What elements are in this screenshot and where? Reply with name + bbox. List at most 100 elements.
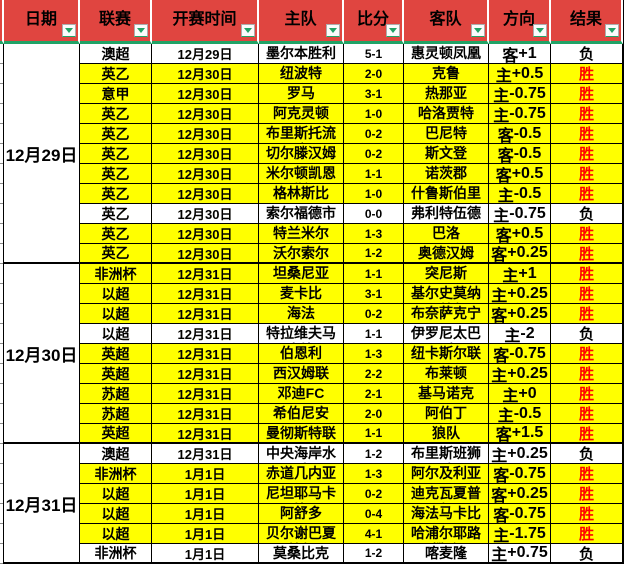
column-header-league[interactable]: 联赛 <box>80 0 152 44</box>
cell-direction[interactable]: 主 +0.25 <box>489 444 551 464</box>
cell-score[interactable]: 1-0 <box>344 184 404 204</box>
cell-away-team[interactable]: 狼队 <box>404 424 489 444</box>
cell-home-team[interactable]: 西汉姆联 <box>259 364 344 384</box>
cell-score[interactable]: 3-1 <box>344 84 404 104</box>
column-header-date[interactable]: 日期 <box>4 0 80 44</box>
cell-score[interactable]: 0-2 <box>344 144 404 164</box>
cell-league[interactable]: 非洲杯 <box>80 544 152 564</box>
cell-score[interactable]: 1-1 <box>344 324 404 344</box>
cell-score[interactable]: 1-3 <box>344 224 404 244</box>
filter-dropdown-away-team[interactable] <box>471 24 485 37</box>
cell-result[interactable]: 胜 <box>551 84 623 104</box>
filter-dropdown-direction[interactable] <box>533 24 547 37</box>
cell-result[interactable]: 胜 <box>551 484 623 504</box>
cell-direction[interactable]: 主 -0.5 <box>489 184 551 204</box>
cell-score[interactable]: 0-2 <box>344 304 404 324</box>
cell-away-team[interactable]: 突尼斯 <box>404 264 489 284</box>
cell-away-team[interactable]: 基尔史莫纳夏普尔 <box>404 284 489 304</box>
cell-kickoff-time[interactable]: 12月31日 <box>152 424 259 444</box>
cell-home-team[interactable]: 中央海岸水手 <box>259 444 344 464</box>
filter-dropdown-home-team[interactable] <box>326 24 340 37</box>
filter-dropdown-score[interactable] <box>386 24 400 37</box>
cell-score[interactable]: 1-1 <box>344 264 404 284</box>
cell-league[interactable]: 英乙 <box>80 224 152 244</box>
cell-direction[interactable]: 主 +0.25 <box>489 284 551 304</box>
cell-away-team[interactable]: 热那亚 <box>404 84 489 104</box>
cell-direction[interactable]: 客 -0.5 <box>489 144 551 164</box>
cell-kickoff-time[interactable]: 1月1日 <box>152 464 259 484</box>
date-group-cell[interactable]: 12月29日 <box>4 44 80 264</box>
cell-away-team[interactable]: 哈浦尔耶路撒冷 <box>404 524 489 544</box>
cell-kickoff-time[interactable]: 12月31日 <box>152 324 259 344</box>
cell-home-team[interactable]: 邓迪FC <box>259 384 344 404</box>
cell-result[interactable]: 胜 <box>551 64 623 84</box>
cell-kickoff-time[interactable]: 12月30日 <box>152 64 259 84</box>
cell-result[interactable]: 胜 <box>551 224 623 244</box>
cell-result[interactable]: 负 <box>551 444 623 464</box>
cell-home-team[interactable]: 墨尔本胜利 <box>259 44 344 64</box>
cell-home-team[interactable]: 罗马 <box>259 84 344 104</box>
cell-result[interactable]: 胜 <box>551 104 623 124</box>
cell-home-team[interactable]: 海法 <box>259 304 344 324</box>
column-header-score[interactable]: 比分 <box>344 0 404 44</box>
cell-kickoff-time[interactable]: 12月31日 <box>152 444 259 464</box>
cell-home-team[interactable]: 纽波特 <box>259 64 344 84</box>
cell-kickoff-time[interactable]: 12月30日 <box>152 204 259 224</box>
cell-league[interactable]: 以超 <box>80 504 152 524</box>
cell-direction[interactable]: 客 +0.25 <box>489 244 551 264</box>
cell-league[interactable]: 英乙 <box>80 184 152 204</box>
column-header-kickoff-time[interactable]: 开赛时间 <box>152 0 259 44</box>
cell-league[interactable]: 意甲 <box>80 84 152 104</box>
cell-result[interactable]: 胜 <box>551 184 623 204</box>
cell-direction[interactable]: 主 -0.5 <box>489 404 551 424</box>
cell-kickoff-time[interactable]: 12月31日 <box>152 264 259 284</box>
cell-league[interactable]: 苏超 <box>80 384 152 404</box>
cell-home-team[interactable]: 沃尔索尔 <box>259 244 344 264</box>
cell-direction[interactable]: 主 -2 <box>489 324 551 344</box>
column-header-home-team[interactable]: 主队 <box>259 0 344 44</box>
cell-kickoff-time[interactable]: 12月30日 <box>152 124 259 144</box>
cell-kickoff-time[interactable]: 1月1日 <box>152 484 259 504</box>
cell-result[interactable]: 胜 <box>551 364 623 384</box>
cell-kickoff-time[interactable]: 12月31日 <box>152 384 259 404</box>
cell-kickoff-time[interactable]: 12月30日 <box>152 84 259 104</box>
cell-league[interactable]: 非洲杯 <box>80 464 152 484</box>
cell-kickoff-time[interactable]: 12月31日 <box>152 344 259 364</box>
cell-result[interactable]: 胜 <box>551 144 623 164</box>
cell-league[interactable]: 英超 <box>80 424 152 444</box>
cell-home-team[interactable]: 坦桑尼亚 <box>259 264 344 284</box>
cell-direction[interactable]: 主 -0.75 <box>489 84 551 104</box>
cell-home-team[interactable]: 格林斯比 <box>259 184 344 204</box>
cell-direction[interactable]: 主 +0.25 <box>489 364 551 384</box>
cell-home-team[interactable]: 莫桑比克 <box>259 544 344 564</box>
cell-home-team[interactable]: 伯恩利 <box>259 344 344 364</box>
cell-league[interactable]: 英乙 <box>80 204 152 224</box>
cell-direction[interactable]: 主 +0.75 <box>489 544 551 564</box>
cell-kickoff-time[interactable]: 12月29日 <box>152 44 259 64</box>
cell-score[interactable]: 2-0 <box>344 64 404 84</box>
cell-league[interactable]: 澳超 <box>80 44 152 64</box>
cell-league[interactable]: 澳超 <box>80 444 152 464</box>
cell-score[interactable]: 1-1 <box>344 424 404 444</box>
cell-league[interactable]: 英乙 <box>80 64 152 84</box>
cell-score[interactable]: 0-4 <box>344 504 404 524</box>
filter-dropdown-league[interactable] <box>134 24 148 37</box>
cell-league[interactable]: 英超 <box>80 364 152 384</box>
cell-result[interactable]: 胜 <box>551 464 623 484</box>
cell-score[interactable]: 2-2 <box>344 364 404 384</box>
date-group-cell[interactable]: 12月30日 <box>4 264 80 444</box>
cell-kickoff-time[interactable]: 12月30日 <box>152 104 259 124</box>
cell-home-team[interactable]: 索尔福德市 <box>259 204 344 224</box>
cell-kickoff-time[interactable]: 12月30日 <box>152 184 259 204</box>
cell-home-team[interactable]: 尼坦耶马卡比 <box>259 484 344 504</box>
cell-direction[interactable]: 客 +1.5 <box>489 424 551 444</box>
cell-result[interactable]: 胜 <box>551 504 623 524</box>
cell-away-team[interactable]: 伊罗尼太巴列 <box>404 324 489 344</box>
cell-home-team[interactable]: 阿克灵顿 <box>259 104 344 124</box>
cell-away-team[interactable]: 诺茨郡 <box>404 164 489 184</box>
cell-home-team[interactable]: 米尔顿凯恩斯 <box>259 164 344 184</box>
cell-home-team[interactable]: 贝尔谢巴夏普尔 <box>259 524 344 544</box>
cell-away-team[interactable]: 纽卡斯尔联 <box>404 344 489 364</box>
cell-direction[interactable]: 客 -0.75 <box>489 344 551 364</box>
cell-direction[interactable]: 客 -0.75 <box>489 504 551 524</box>
